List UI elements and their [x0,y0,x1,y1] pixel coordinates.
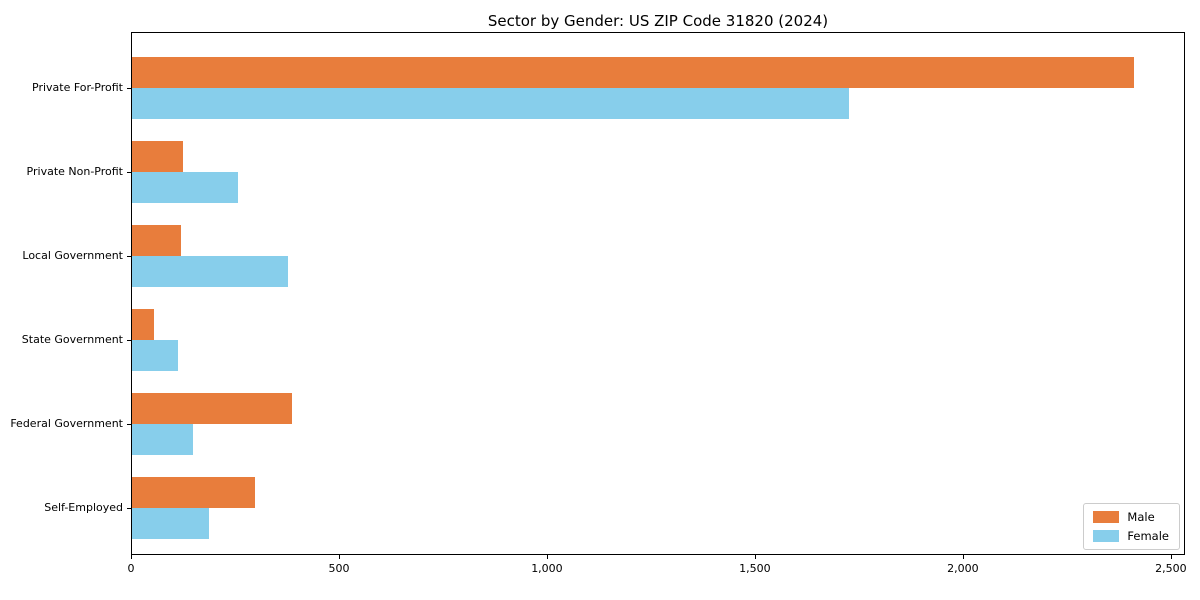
y-tick-mark [127,256,131,257]
legend-label-male: Male [1127,510,1155,524]
legend-item-male: Male [1093,511,1169,523]
bar-female-local-government [132,256,288,287]
bar-male-private-for-profit [132,57,1134,88]
y-axis-label: State Government [21,333,123,346]
chart-title: Sector by Gender: US ZIP Code 31820 (202… [487,12,829,30]
plot-area: Male Female [131,32,1185,555]
bar-male-federal-government [132,393,292,424]
bar-male-state-government [132,309,155,340]
y-tick-mark [127,172,131,173]
bar-female-federal-government [132,424,193,455]
bar-female-self-employed [132,508,209,539]
y-axis-label: Private For-Profit [32,81,123,94]
legend-item-female: Female [1093,530,1169,542]
x-tick-label: 2,000 [947,562,979,575]
x-tick-mark [131,555,132,559]
female-legend-swatch [1093,530,1120,542]
bar-male-self-employed [132,477,256,508]
x-tick-mark [754,555,756,559]
y-tick-mark [127,424,131,425]
bar-female-private-non-profit [132,172,239,203]
legend-label-female: Female [1127,529,1169,543]
y-tick-mark [127,508,131,509]
bar-male-local-government [132,225,182,256]
bar-male-private-non-profit [132,141,183,172]
x-tick-label: 1,500 [739,562,771,575]
y-axis-label: Private Non-Profit [26,165,123,178]
bar-female-private-for-profit [132,88,850,119]
x-tick-mark [546,555,548,559]
x-tick-label: 2,500 [1155,562,1187,575]
x-tick-mark [1170,555,1172,559]
x-tick-label: 1,000 [531,562,563,575]
y-tick-mark [127,88,131,89]
x-tick-label: 0 [127,562,135,575]
y-axis-label: Local Government [22,249,123,262]
legend: Male Female [1083,503,1180,550]
x-tick-mark [962,555,964,559]
y-axis-label: Federal Government [10,417,123,430]
bar-female-state-government [132,340,179,371]
y-axis-label: Self-Employed [44,501,123,514]
x-tick-label: 500 [328,562,350,575]
y-tick-mark [127,340,131,341]
x-tick-mark [338,555,340,559]
male-legend-swatch [1093,511,1120,523]
